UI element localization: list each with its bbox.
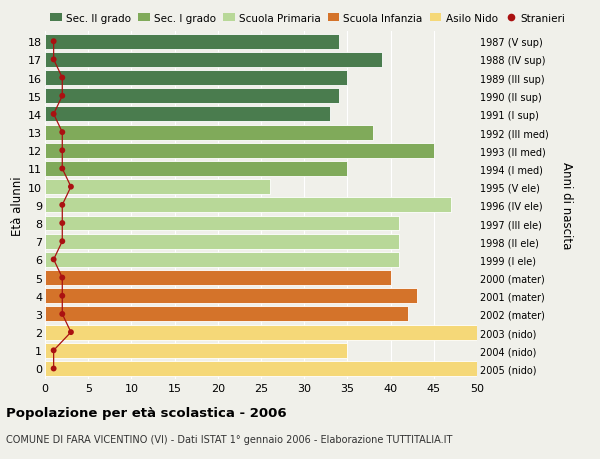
Point [58, 220, 67, 227]
Bar [45, 343, 347, 358]
Text: COMUNE DI FARA VICENTINO (VI) - Dati ISTAT 1° gennaio 2006 - Elaborazione TUTTIT: COMUNE DI FARA VICENTINO (VI) - Dati IST… [6, 434, 452, 444]
Text: Popolazione per età scolastica - 2006: Popolazione per età scolastica - 2006 [6, 406, 287, 419]
Bar [45, 35, 339, 50]
Bar [45, 180, 269, 195]
Point [49, 347, 58, 354]
Point [49, 39, 58, 46]
Point [58, 202, 67, 209]
Bar [45, 89, 339, 104]
Point [49, 111, 58, 118]
Bar [45, 234, 399, 249]
Bar [45, 325, 477, 340]
Point [49, 56, 58, 64]
Bar [45, 162, 347, 177]
Point [58, 129, 67, 136]
Point [58, 311, 67, 318]
Bar [45, 198, 451, 213]
Bar [45, 307, 408, 322]
Bar [45, 270, 391, 285]
Bar [45, 252, 399, 267]
Point [58, 93, 67, 100]
Legend: Sec. II grado, Sec. I grado, Scuola Primaria, Scuola Infanzia, Asilo Nido, Stran: Sec. II grado, Sec. I grado, Scuola Prim… [50, 13, 565, 23]
Bar [45, 289, 416, 303]
Bar [45, 53, 382, 67]
Point [66, 329, 76, 336]
Point [49, 365, 58, 372]
Bar [45, 216, 399, 231]
Point [58, 75, 67, 82]
Point [58, 274, 67, 282]
Point [58, 238, 67, 246]
Point [66, 184, 76, 191]
Bar [45, 107, 330, 122]
Y-axis label: Età alunni: Età alunni [11, 176, 24, 235]
Point [58, 165, 67, 173]
Point [49, 256, 58, 263]
Point [58, 147, 67, 155]
Bar [45, 125, 373, 140]
Bar [45, 361, 477, 376]
Y-axis label: Anni di nascita: Anni di nascita [560, 162, 572, 249]
Point [58, 292, 67, 300]
Bar [45, 71, 347, 86]
Bar [45, 144, 434, 158]
